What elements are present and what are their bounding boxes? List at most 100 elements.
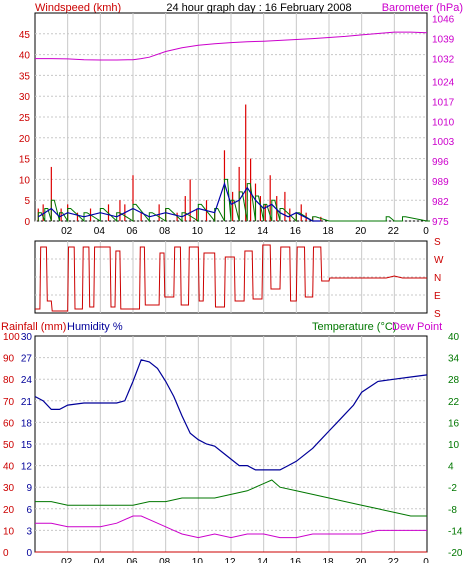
p3-time-tick-18: 18 xyxy=(322,557,334,563)
barometer-tick-1010: 1010 xyxy=(432,117,455,128)
wind-direction-line xyxy=(35,244,427,312)
dewpoint-line xyxy=(35,515,427,539)
barometer-tick-1039: 1039 xyxy=(432,35,455,46)
humidity-tick-15: 15 xyxy=(21,440,33,451)
rainfall-ticks: 0 10 20 30 40 50 60 70 80 90 100 xyxy=(3,332,20,559)
temperature-tick--8: -8 xyxy=(448,505,457,516)
temperature-tick-34: 34 xyxy=(448,354,460,365)
temperature-axis-title: Temperature (°C) xyxy=(312,321,396,333)
barometer-tick-1024: 1024 xyxy=(432,77,455,88)
p1-time-tick-04: 04 xyxy=(94,226,106,237)
p3-time-tick-04: 04 xyxy=(94,557,106,563)
p1-time-tick-10: 10 xyxy=(192,226,204,237)
p1-time-tick-20: 20 xyxy=(355,226,367,237)
p1-time-tick-14: 14 xyxy=(257,226,269,237)
p1-time-tick-0: 0 xyxy=(423,226,429,237)
barometer-tick-996: 996 xyxy=(432,157,449,168)
humidity-tick-0: 0 xyxy=(26,548,32,559)
dewpoint-axis-title: Dew Point xyxy=(392,321,442,333)
humidity-tick-24: 24 xyxy=(21,375,33,386)
barometer-tick-982: 982 xyxy=(432,197,449,208)
p3-time-tick-20: 20 xyxy=(355,557,367,563)
p3-time-tick-22: 22 xyxy=(388,557,400,563)
temperature-tick-10: 10 xyxy=(448,440,460,451)
temperature-tick-16: 16 xyxy=(448,418,460,429)
humidity-tick-30: 30 xyxy=(21,332,33,343)
temperature-tick-4: 4 xyxy=(448,462,454,473)
direction-tick-S: S xyxy=(434,237,441,248)
p1-time-tick-22: 22 xyxy=(388,226,400,237)
humidity-line xyxy=(34,359,428,471)
graph-title: 24 hour graph day : 16 February 2008 xyxy=(166,2,351,14)
temperature-tick--2: -2 xyxy=(448,483,457,494)
p3-time-tick-12: 12 xyxy=(224,557,236,563)
barometer-tick-1017: 1017 xyxy=(432,97,455,108)
temperature-tick-22: 22 xyxy=(448,397,460,408)
windspeed-axis-title: Windspeed (kmh) xyxy=(35,2,121,14)
p1-time-tick-16: 16 xyxy=(290,226,302,237)
humidity-tick-27: 27 xyxy=(21,354,33,365)
rainfall-tick-10: 10 xyxy=(3,526,15,537)
windspeed-tick-5: 5 xyxy=(24,196,30,207)
panel2-grid xyxy=(35,241,427,313)
humidity-ticks: 0 3 6 9 12 15 18 21 24 27 30 xyxy=(21,332,33,559)
panel3-series xyxy=(34,359,428,553)
barometer-axis-title: Barometer (hPa) xyxy=(382,2,463,14)
direction-tick-E: E xyxy=(434,291,441,302)
p3-time-tick-10: 10 xyxy=(192,557,204,563)
p1-time-tick-06: 06 xyxy=(126,226,138,237)
direction-tick-N: N xyxy=(434,273,441,284)
temperature-tick-40: 40 xyxy=(448,332,460,343)
temperature-ticks: -20 -14 -8 -2 4 10 16 22 28 34 40 xyxy=(448,332,463,559)
panel3-time-ticks: 02 04 06 08 10 12 14 16 18 20 22 0 xyxy=(61,557,429,563)
panel3-grid xyxy=(35,336,427,552)
windspeed-tick-15: 15 xyxy=(19,155,31,166)
direction-tick-S: S xyxy=(434,309,441,320)
windspeed-tick-45: 45 xyxy=(19,30,31,41)
barometer-ticks: 975 982 989 996 1003 1010 1017 1024 1032 1039 1046 xyxy=(432,15,455,228)
barometer-line xyxy=(35,31,428,61)
barometer-tick-1003: 1003 xyxy=(432,137,455,148)
p1-time-tick-02: 02 xyxy=(61,226,73,237)
windspeed-tick-35: 35 xyxy=(19,71,31,82)
humidity-tick-3: 3 xyxy=(26,526,32,537)
p3-time-tick-06: 06 xyxy=(126,557,138,563)
rainfall-tick-70: 70 xyxy=(3,397,15,408)
p1-time-tick-08: 08 xyxy=(159,226,171,237)
barometer-tick-975: 975 xyxy=(432,217,449,228)
temperature-tick-28: 28 xyxy=(448,375,460,386)
p3-time-tick-16: 16 xyxy=(290,557,302,563)
temperature-line xyxy=(35,479,427,517)
humidity-tick-9: 9 xyxy=(26,483,32,494)
panel1-series xyxy=(35,31,430,223)
windspeed-tick-10: 10 xyxy=(19,175,31,186)
p1-time-tick-12: 12 xyxy=(224,226,236,237)
direction-tick-W: W xyxy=(434,255,444,266)
windspeed-ticks: 0 5 10 15 20 25 30 35 40 45 xyxy=(19,30,31,228)
barometer-tick-989: 989 xyxy=(432,177,449,188)
rainfall-tick-30: 30 xyxy=(3,483,15,494)
temperature-tick--20: -20 xyxy=(448,548,463,559)
windspeed-tick-0: 0 xyxy=(24,217,30,228)
p3-time-tick-08: 08 xyxy=(159,557,171,563)
rainfall-tick-50: 50 xyxy=(3,440,15,451)
humidity-tick-6: 6 xyxy=(26,505,32,516)
rainfall-tick-100: 100 xyxy=(3,332,20,343)
humidity-axis-title: Humidity % xyxy=(67,321,123,333)
humidity-tick-12: 12 xyxy=(21,462,33,473)
p3-time-tick-0: 0 xyxy=(423,557,429,563)
windspeed-tick-20: 20 xyxy=(19,134,31,145)
rainfall-tick-0: 0 xyxy=(3,548,9,559)
rainfall-tick-40: 40 xyxy=(3,462,15,473)
humidity-tick-18: 18 xyxy=(21,418,33,429)
p3-time-tick-02: 02 xyxy=(61,557,73,563)
barometer-tick-1032: 1032 xyxy=(432,55,455,66)
panel1-time-ticks: 02 04 06 08 10 12 14 16 18 20 22 0 xyxy=(61,226,429,237)
average-wind-line xyxy=(37,178,430,223)
p3-time-tick-14: 14 xyxy=(257,557,269,563)
rainfall-tick-20: 20 xyxy=(3,505,15,516)
